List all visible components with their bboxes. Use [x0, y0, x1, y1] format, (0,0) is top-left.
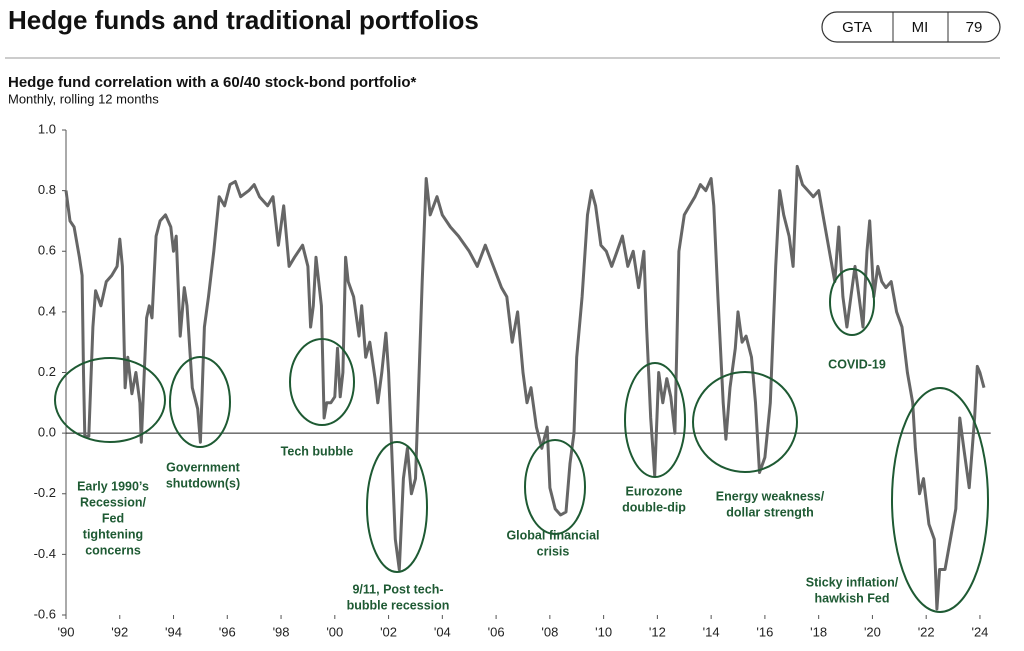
annotation: Recession/ [80, 495, 147, 509]
x-tick-label: '18 [810, 624, 827, 639]
highlight-ellipse [891, 387, 989, 613]
badge: MI [912, 19, 929, 36]
annotation: double-dip [622, 500, 686, 514]
badge: 79 [966, 19, 983, 36]
x-tick-label: '16 [756, 624, 773, 639]
highlight-ellipse [524, 439, 586, 535]
highlight-ellipse [169, 356, 231, 448]
y-tick-label: 0.2 [38, 364, 56, 379]
highlight-ellipse [829, 268, 875, 336]
y-tick-label: -0.2 [34, 485, 56, 500]
annotation: Eurozone [626, 484, 683, 498]
highlight-ellipse [692, 371, 798, 473]
annotation: COVID-19 [828, 357, 886, 371]
highlight-ellipse [624, 362, 686, 478]
x-tick-label: '00 [326, 624, 343, 639]
x-tick-label: '02 [380, 624, 397, 639]
annotation: dollar strength [726, 505, 814, 519]
x-tick-label: '90 [58, 624, 75, 639]
badge-frame [821, 11, 1001, 43]
annotation: hawkish Fed [814, 591, 889, 605]
annotation: shutdown(s) [166, 476, 240, 490]
chart-title: Hedge fund correlation with a 60/40 stoc… [8, 74, 417, 91]
annotation: Tech bubble [281, 444, 354, 458]
x-tick-label: '94 [165, 624, 182, 639]
plot: -0.6 -0.4 -0.2 0.0 0.2 0.4 0.6 0.8 1.0 '90 '92 '94 '… [34, 121, 991, 639]
x-tick-label: '24 [971, 624, 988, 639]
annotation: tightening [83, 527, 143, 541]
y-tick-label: 0.4 [38, 303, 56, 318]
x-tick-label: '06 [488, 624, 505, 639]
annotation: Sticky inflation/ [806, 575, 899, 589]
chart-subtitle: Monthly, rolling 12 months [8, 91, 159, 106]
y-tick-label: -0.6 [34, 606, 56, 621]
annotation: concerns [85, 543, 141, 557]
y-tick-label: 0.0 [38, 425, 56, 440]
data-line [64, 164, 986, 611]
x-tick-label: '12 [649, 624, 666, 639]
x-tick-label: '98 [273, 624, 290, 639]
annotation-circles [54, 268, 989, 613]
y-tick-label: 1.0 [38, 121, 56, 136]
annotation: crisis [537, 544, 570, 558]
y-tick-label: 0.6 [38, 243, 56, 258]
annotation: Global financial [506, 528, 599, 542]
annotation: bubble recession [347, 598, 450, 612]
x-tick-label: '14 [703, 624, 720, 639]
annotation: Government [166, 460, 240, 474]
y-tick-label: 0.8 [38, 182, 56, 197]
badge: GTA [842, 19, 872, 36]
highlight-ellipse [289, 338, 355, 426]
annotation: Energy weakness/ [716, 489, 825, 503]
x-tick-label: '10 [595, 624, 612, 639]
x-tick-label: '20 [864, 624, 881, 639]
x-tick-label: '22 [918, 624, 935, 639]
highlight-ellipse [366, 441, 428, 573]
x-tick-label: '96 [219, 624, 236, 639]
x-tick-label: '04 [434, 624, 451, 639]
annotation: Early 1990’s [77, 479, 149, 493]
highlight-ellipse [54, 357, 166, 443]
x-tick-label: '08 [541, 624, 558, 639]
y-tick-label: -0.4 [34, 546, 56, 561]
annotation: Fed [102, 511, 124, 525]
annotation: 9/11, Post tech- [352, 582, 443, 596]
page-title: Hedge funds and traditional portfolios [8, 5, 479, 35]
x-tick-label: '92 [111, 624, 128, 639]
